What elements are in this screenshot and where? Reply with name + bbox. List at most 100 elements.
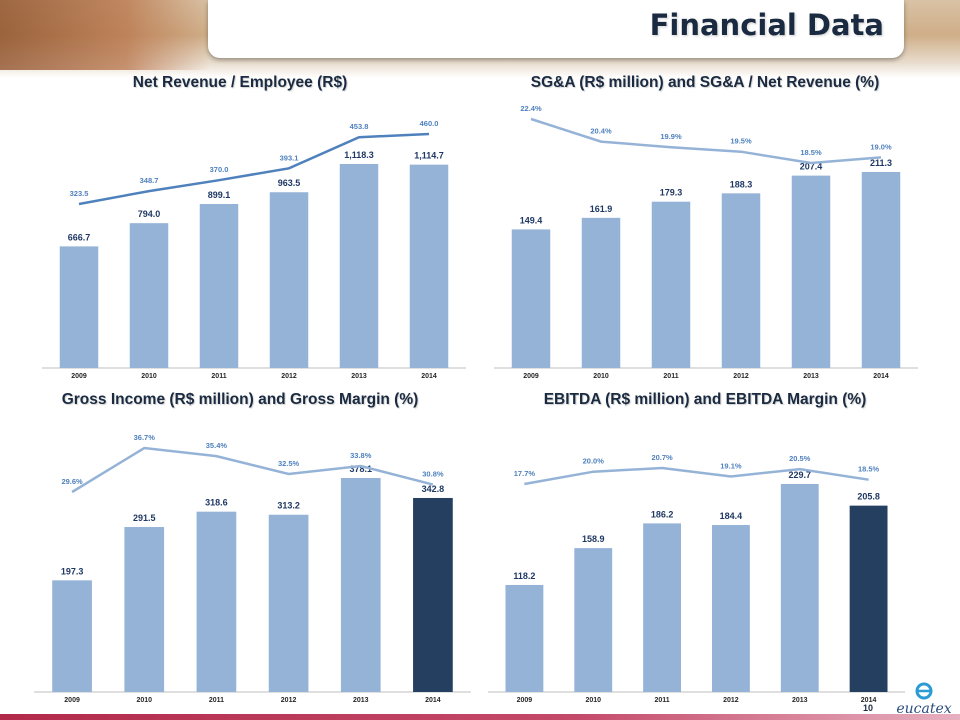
bar-2009	[52, 580, 92, 692]
bar-2013	[340, 478, 381, 692]
bar-value-label-2010: 158.9	[582, 534, 605, 544]
page-number: 10	[863, 703, 874, 713]
bar-2011	[651, 201, 691, 368]
x-tick-label-2013: 2013	[792, 697, 808, 704]
bar-2010	[129, 223, 169, 368]
bar-value-label-2014: 211.3	[870, 158, 892, 168]
line-value-label-2014: 30.8%	[422, 470, 444, 479]
ebitda-chart: 118.2 2009 158.9 2010 186.2 2011 184.4 2012 229.…	[488, 453, 905, 704]
bar-2010	[124, 527, 165, 692]
line-value-label-2011: 35.4%	[206, 441, 228, 450]
x-tick-label-2009: 2009	[517, 697, 533, 704]
line-value-label-2009: 29.6%	[61, 477, 83, 486]
x-tick-label-2010: 2010	[136, 697, 152, 704]
page-title: Financial Data	[649, 8, 884, 42]
chart-title-sga: SG&A (R$ million) and SG&A / Net Revenue…	[530, 74, 880, 91]
bar-value-label-2012: 963.5	[278, 178, 301, 188]
line-value-label-2012: 393.1	[280, 153, 299, 162]
x-tick-label-2012: 2012	[281, 697, 297, 704]
x-tick-label-2009: 2009	[523, 373, 539, 380]
x-tick-label-2009: 2009	[71, 373, 87, 380]
bar-2014	[413, 497, 453, 692]
line-value-label-2012: 19.5%	[730, 137, 752, 146]
x-tick-label-2011: 2011	[654, 697, 669, 704]
bar-2011	[199, 203, 239, 368]
line-value-label-2014: 19.0%	[870, 142, 892, 151]
bar-value-label-2011: 179.3	[660, 188, 683, 198]
line-value-label-2009: 323.5	[70, 189, 89, 198]
title-panel: Financial Data	[208, 0, 904, 58]
bar-value-label-2013: 1,118.3	[344, 150, 374, 160]
bar-value-label-2011: 186.2	[651, 509, 674, 519]
logo-wordmark: eucatex	[896, 701, 951, 717]
bar-2011	[196, 511, 237, 692]
bar-value-label-2009: 149.4	[520, 215, 543, 225]
x-tick-label-2012: 2012	[733, 373, 749, 380]
bar-value-label-2011: 318.6	[205, 498, 228, 508]
line-value-label-2010: 20.0%	[583, 457, 605, 466]
x-tick-label-2011: 2011	[663, 373, 678, 380]
line-series	[524, 466, 869, 486]
line-value-label-2010: 348.7	[140, 176, 159, 185]
x-tick-label-2009: 2009	[64, 697, 80, 704]
bar-2009	[59, 246, 99, 368]
line-value-label-2014: 460.0	[420, 119, 439, 128]
bar-2012	[269, 192, 309, 368]
bar-value-label-2013: 207.4	[800, 162, 823, 172]
x-tick-label-2014: 2014	[873, 373, 889, 380]
line-value-label-2011: 20.7%	[651, 453, 673, 462]
line-value-label-2013: 33.8%	[350, 451, 372, 460]
bar-2010	[574, 548, 613, 692]
gross-income-chart: 197.3 2009 291.5 2010 318.6 2011 313.2 2012 378.…	[34, 433, 471, 704]
line-value-label-2009: 22.4%	[520, 104, 542, 113]
bar-2011	[643, 523, 682, 692]
x-tick-label-2010: 2010	[585, 697, 601, 704]
bar-value-label-2011: 899.1	[208, 190, 231, 200]
line-value-label-2013: 20.5%	[789, 454, 811, 463]
bar-value-label-2013: 378.1	[349, 464, 372, 474]
bar-value-label-2012: 313.2	[277, 501, 300, 511]
bar-value-label-2012: 188.3	[730, 179, 753, 189]
line-value-label-2011: 19.9%	[660, 132, 682, 141]
bar-2014	[849, 505, 888, 692]
sga-chart: 149.4 2009 161.9 2010 179.3 2011 188.3 2012 207.…	[494, 104, 918, 380]
x-tick-label-2013: 2013	[803, 373, 819, 380]
bar-value-label-2014: 205.8	[857, 492, 880, 502]
x-tick-label-2012: 2012	[281, 373, 297, 380]
bar-value-label-2014: 1,114.7	[414, 151, 444, 161]
x-tick-label-2011: 2011	[211, 373, 226, 380]
line-value-label-2010: 36.7%	[134, 433, 156, 442]
bar-2010	[581, 217, 621, 368]
bar-value-label-2010: 161.9	[590, 204, 613, 214]
bar-value-label-2009: 666.7	[68, 232, 91, 242]
line-series	[78, 132, 430, 206]
chart-title-ebitda: EBITDA (R$ million) and EBITDA Margin (%…	[543, 391, 867, 408]
line-value-label-2014: 18.5%	[858, 465, 880, 474]
bar-value-label-2012: 184.4	[720, 511, 743, 521]
net-revenue-per-employee-chart: 666.7 2009 794.0 2010 899.1 2011 963.5 2012 1,11…	[42, 119, 466, 380]
x-tick-label-2014: 2014	[425, 697, 441, 704]
x-tick-label-2014: 2014	[421, 373, 437, 380]
line-value-label-2010: 20.4%	[590, 127, 612, 136]
x-tick-label-2013: 2013	[351, 373, 367, 380]
bar-2009	[511, 229, 551, 368]
x-tick-label-2014: 2014	[861, 697, 877, 704]
line-value-label-2013: 453.8	[350, 122, 369, 131]
line-value-label-2012: 19.1%	[720, 462, 742, 471]
bar-2014	[861, 172, 901, 368]
bar-2014	[409, 164, 449, 368]
bar-2012	[721, 193, 761, 368]
x-tick-label-2010: 2010	[593, 373, 609, 380]
eucatex-logo: eucatex	[896, 682, 952, 717]
bar-2012	[711, 525, 750, 692]
chart-title-net-revenue-per-employee: Net Revenue / Employee (R$)	[132, 74, 348, 91]
bar-2012	[268, 514, 309, 692]
bar-value-label-2010: 291.5	[133, 513, 156, 523]
x-tick-label-2012: 2012	[723, 697, 739, 704]
bar-2013	[339, 164, 379, 368]
bar-value-label-2014: 342.8	[422, 484, 445, 494]
chart-title-gross-income: Gross Income (R$ million) and Gross Marg…	[61, 391, 419, 408]
footer-accent-line	[0, 714, 960, 720]
bar-value-label-2009: 118.2	[513, 571, 535, 581]
x-tick-label-2011: 2011	[209, 697, 224, 704]
